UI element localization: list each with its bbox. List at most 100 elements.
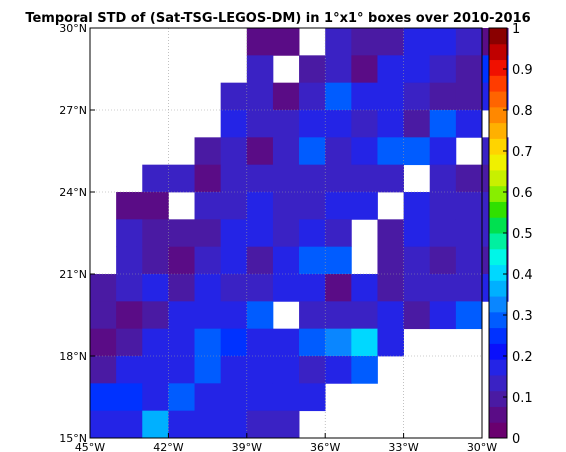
colorbar-tick-label: 0.3 (512, 309, 533, 324)
heatmap-cell (246, 28, 274, 56)
heatmap-cell (325, 55, 352, 84)
heatmap-cell (455, 192, 483, 220)
heatmap-cell (194, 301, 222, 330)
x-tick-label: 30°W (467, 441, 497, 452)
heatmap-cell (351, 164, 378, 193)
colorbar-swatch (489, 91, 507, 108)
heatmap-cell (142, 274, 169, 302)
heatmap-cell (168, 164, 195, 193)
heatmap-cell (351, 192, 378, 220)
heatmap-cell (168, 410, 195, 439)
heatmap-cell (246, 164, 274, 193)
heatmap-cell (116, 301, 143, 330)
heatmap-cell (272, 28, 300, 56)
heatmap-cell (272, 356, 300, 384)
heatmap-cell (377, 328, 404, 357)
heatmap-cell (194, 410, 222, 439)
y-tick-label: 18°N (59, 350, 87, 363)
heatmap-cell (116, 383, 143, 412)
heatmap-cell (90, 356, 117, 384)
colorbar-swatch (489, 264, 507, 281)
heatmap-cell (246, 137, 274, 166)
heatmap-cell (220, 328, 248, 357)
heatmap-cell (325, 219, 352, 248)
colorbar-swatch (489, 374, 507, 392)
y-tick-label: 15°N (59, 432, 87, 445)
x-tick-label: 42°W (153, 441, 183, 452)
heatmap-cell (272, 82, 300, 111)
heatmap-cell (90, 383, 117, 412)
heatmap-cell (377, 110, 404, 138)
colorbar-swatch (489, 311, 507, 329)
colorbar: 0 0.1 0.2 0.3 0.4 0.5 0.6 0.7 0.8 0.9 1 (488, 22, 533, 447)
heatmap-cell (168, 383, 195, 412)
heatmap-cell (142, 410, 169, 439)
heatmap-cell (246, 219, 274, 248)
colorbar-swatch (489, 406, 507, 423)
heatmap-cell (455, 246, 483, 275)
heatmap-cell (90, 328, 117, 357)
plot-frame (89, 27, 483, 439)
heatmap-cell (116, 356, 143, 384)
gridlines (90, 28, 482, 438)
heatmap-cell (299, 219, 326, 248)
heatmap-cell (246, 356, 274, 384)
heatmap-cell (299, 274, 326, 302)
heatmap-cell (351, 356, 378, 384)
x-tick-label: 33°W (388, 441, 418, 452)
heatmap-cell (455, 28, 483, 56)
heatmap-cell (299, 328, 326, 357)
heatmap-cell (272, 219, 300, 248)
colorbar-swatches (489, 28, 507, 439)
heatmap-cell (351, 28, 378, 56)
heatmap-cell (325, 110, 352, 138)
heatmap-cell (429, 164, 457, 193)
y-tick-label: 24°N (59, 186, 87, 199)
heatmap-cell (272, 410, 300, 439)
heatmap-cell (325, 137, 352, 166)
heatmap-cell (116, 328, 143, 357)
colorbar-tick-label: 0 (512, 432, 520, 447)
heatmap-cell (351, 274, 378, 302)
x-tick-label: 39°W (232, 441, 262, 452)
colorbar-swatch (489, 280, 507, 297)
heatmap-cell (90, 274, 117, 302)
colorbar-tick-label: 0.8 (512, 104, 533, 119)
heatmap-cell (194, 137, 222, 166)
heatmap-cell (351, 110, 378, 138)
heatmap-cell (403, 55, 431, 84)
heatmap-cell (429, 110, 457, 138)
y-tick-label: 21°N (59, 268, 87, 281)
heatmap-cell (116, 274, 143, 302)
colorbar-swatch (489, 43, 507, 61)
heatmap-cell (272, 246, 300, 275)
heatmap-cell (194, 328, 222, 357)
heatmap-cell (455, 274, 483, 302)
heatmap-cell (194, 274, 222, 302)
heatmap-cell (429, 274, 457, 302)
colorbar-swatch (489, 233, 507, 250)
heatmap-cell (168, 301, 195, 330)
heatmap-cell (403, 274, 431, 302)
heatmap-cells (90, 28, 509, 439)
heatmap-cell (325, 246, 352, 275)
colorbar-ticks: 0 0.1 0.2 0.3 0.4 0.5 0.6 0.7 0.8 0.9 1 (503, 22, 533, 447)
heatmap-cell (168, 246, 195, 275)
heatmap-cell (168, 219, 195, 248)
heatmap-cell (455, 164, 483, 193)
heatmap-cell (325, 301, 352, 330)
heatmap-cell (246, 82, 274, 111)
heatmap-cell (299, 301, 326, 330)
heatmap-cell (220, 274, 248, 302)
heatmap-cell (429, 137, 457, 166)
heatmap-cell (246, 110, 274, 138)
heatmap-cell (325, 28, 352, 56)
heatmap-cell (142, 192, 169, 220)
heatmap-cell (220, 301, 248, 330)
heatmap-cell (194, 383, 222, 412)
heatmap-cell (116, 246, 143, 275)
y-tick-label: 27°N (59, 104, 87, 117)
colorbar-tick-label: 0.5 (512, 227, 533, 242)
heatmap-cell (220, 82, 248, 111)
heatmap-cell (351, 301, 378, 330)
